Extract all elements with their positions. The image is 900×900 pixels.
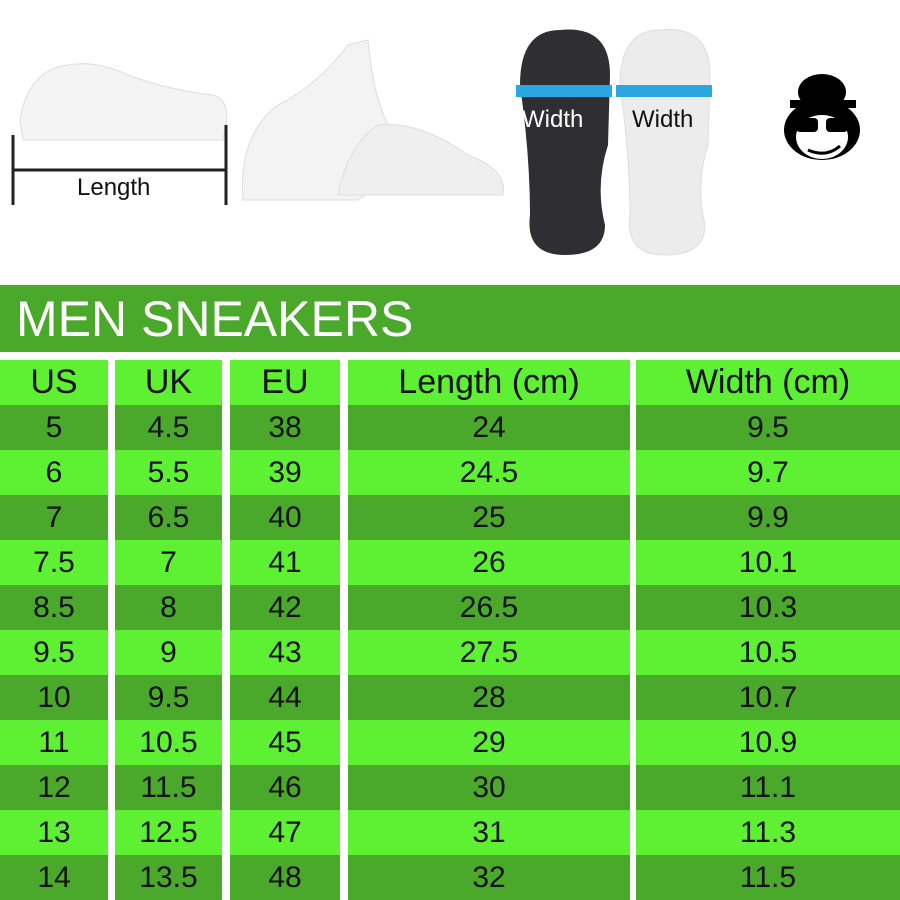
table-cell: 10 [0,675,108,720]
table-cell: 38 [230,405,340,450]
table-cell: 8.5 [0,585,108,630]
width-arrow-icon [516,85,612,97]
column-eu: EU 38 39 40 41 42 43 44 45 46 47 48 [230,360,340,900]
table-cell: 12 [0,765,108,810]
table-cell: 46 [230,765,340,810]
monkey-logo-icon [784,74,860,160]
title-band [0,285,900,352]
page-title: MEN SNEAKERS [16,291,414,347]
table-cell: 47 [230,810,340,855]
column-header: US [0,360,108,405]
table-cell: 10.5 [636,630,900,675]
table-cell: 26.5 [348,585,630,630]
table-cell: 43 [230,630,340,675]
width-label-sole-black: Width [522,106,584,133]
table-cell: 24 [348,405,630,450]
shoe-side-image [11,63,228,205]
table-cell: 14 [0,855,108,900]
column-header: EU [230,360,340,405]
table-cell: 30 [348,765,630,810]
table-cell: 41 [230,540,340,585]
column-uk: UK 4.5 5.5 6.5 7 8 9 9.5 10.5 11.5 12.5 13.5 [115,360,222,900]
table-cell: 12.5 [115,810,222,855]
column-length: Length (cm) 24 24.5 25 26 26.5 27.5 28 29 30 31 32 [348,360,630,900]
table-cell: 48 [230,855,340,900]
table-cell: 27.5 [348,630,630,675]
table-cell: 42 [230,585,340,630]
table-cell: 26 [348,540,630,585]
table-cell: 9.5 [115,675,222,720]
table-cell: 7.5 [0,540,108,585]
table-cell: 40 [230,495,340,540]
table-cell: 11.1 [636,765,900,810]
table-cell: 5 [0,405,108,450]
table-cell: 44 [230,675,340,720]
table-cell: 5.5 [115,450,222,495]
table-cell: 28 [348,675,630,720]
table-cell: 8 [115,585,222,630]
table-cell: 11.3 [636,810,900,855]
table-cell: 11 [0,720,108,765]
table-cell: 32 [348,855,630,900]
table-cell: 9.7 [636,450,900,495]
column-us: US 5 6 7 7.5 8.5 9.5 10 11 12 13 14 [0,360,108,900]
column-width: Width (cm) 9.5 9.7 9.9 10.1 10.3 10.5 10.7 10.9 1… [636,360,900,900]
table-cell: 13 [0,810,108,855]
table-cell: 9.5 [636,405,900,450]
table-cell: 39 [230,450,340,495]
table-cell: 31 [348,810,630,855]
table-cell: 10.5 [115,720,222,765]
soles-image [516,29,712,256]
width-arrow-icon [616,85,712,97]
column-header: UK [115,360,222,405]
width-label-sole-white: Width [632,106,694,133]
table-cell: 10.1 [636,540,900,585]
table-cell: 45 [230,720,340,765]
table-cell: 9.5 [0,630,108,675]
table-cell: 13.5 [115,855,222,900]
table-cell: 4.5 [115,405,222,450]
column-header: Length (cm) [348,360,630,405]
table-cell: 9.9 [636,495,900,540]
table-cell: 6.5 [115,495,222,540]
shoe-pair-image [241,39,505,201]
table-cell: 11.5 [115,765,222,810]
table-cell: 11.5 [636,855,900,900]
table-cell: 29 [348,720,630,765]
table-cell: 10.7 [636,675,900,720]
table-cell: 10.9 [636,720,900,765]
column-header: Width (cm) [636,360,900,405]
length-label: Length [77,174,151,201]
table-cell: 6 [0,450,108,495]
table-cell: 7 [115,540,222,585]
table-cell: 7 [0,495,108,540]
table-cell: 24.5 [348,450,630,495]
table-cell: 25 [348,495,630,540]
table-cell: 10.3 [636,585,900,630]
table-cell: 9 [115,630,222,675]
